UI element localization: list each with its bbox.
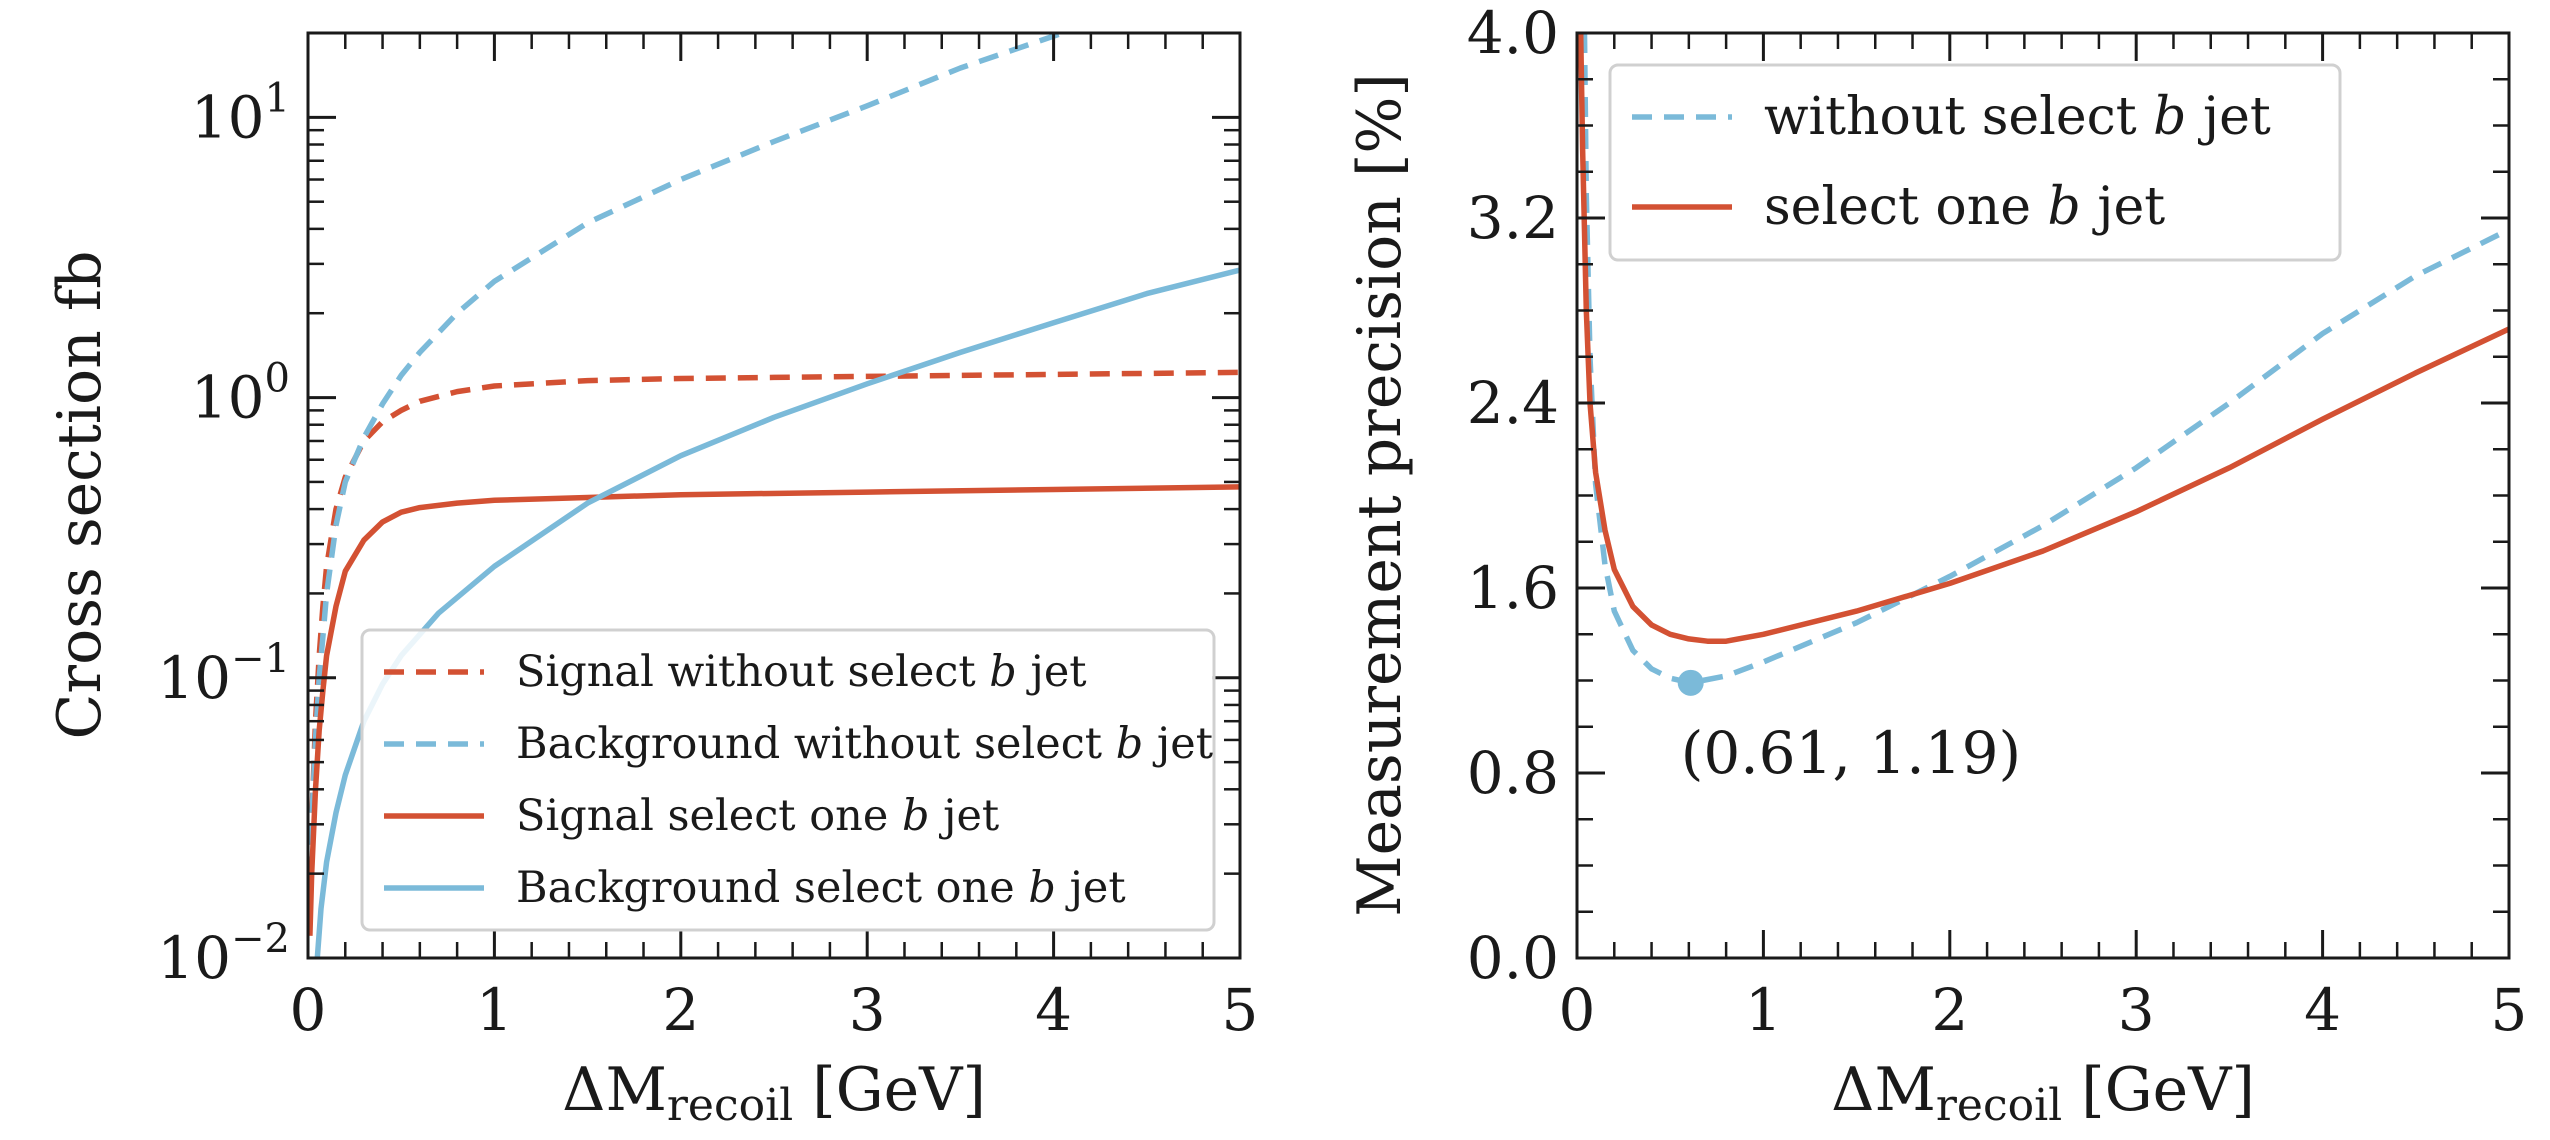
r-legend-label: without select b jet <box>1764 87 2271 147</box>
left-plot-frame <box>306 31 1242 960</box>
l-y-tick-label: 10−1 <box>157 636 290 712</box>
legend-label-part: jet <box>2186 87 2270 147</box>
l-series-line-1 <box>308 33 1064 909</box>
l-y-tick-label: 101 <box>191 75 290 151</box>
right-y-axis-label: Measurement precision [%] <box>1345 73 1415 917</box>
legend-label-part: without select <box>1764 87 2153 147</box>
r-x-tick-label: 0 <box>1559 976 1596 1044</box>
right-x-axis-label: ΔMrecoil [GeV] <box>1831 1055 2255 1131</box>
r-x-tick-label: 3 <box>2118 976 2155 1044</box>
legend-label-part: jet <box>1056 863 1126 913</box>
l-legend-label: Background without select b jet <box>516 719 1213 769</box>
legend-label-part: jet <box>1017 647 1087 697</box>
legend-label-part: b <box>902 791 930 841</box>
l-y-tick-label: 100 <box>191 356 290 432</box>
l-x-tick-label: 2 <box>662 976 699 1044</box>
legend-label-part: Background without select <box>516 719 1116 769</box>
r-x-tick-label: 5 <box>2491 976 2528 1044</box>
legend-label-part: jet <box>929 791 999 841</box>
legend-label-part: select one <box>1764 177 2048 237</box>
tick-base: 10 <box>191 364 265 432</box>
minimum-point-marker <box>1677 669 1704 696</box>
legend-label-part: Signal without select <box>516 647 989 697</box>
minimum-point-annotation: (0.61, 1.19) <box>1681 719 2021 787</box>
right-x-axis-label-sub: recoil <box>1936 1080 2062 1131</box>
tick-exponent: 0 <box>265 356 290 402</box>
l-legend-label: Background select one b jet <box>516 863 1126 913</box>
legend-label-part: Background select one <box>516 863 1028 913</box>
tick-exponent: −2 <box>231 916 290 962</box>
l-x-tick-label: 5 <box>1222 976 1259 1044</box>
legend-label-part: b <box>2153 87 2186 147</box>
left-x-axis-label-unit: [GeV] <box>793 1055 986 1125</box>
right-x-axis-label-unit: [GeV] <box>2062 1055 2255 1125</box>
tick-exponent: 1 <box>265 75 290 121</box>
r-y-tick-label: 0.0 <box>1467 924 1559 992</box>
legend-label-part: b <box>2048 177 2081 237</box>
right-ticks-group: 0 1 2 3 4 5 0.0 0.8 1.6 2.4 3.2 4.0 <box>1467 0 2528 1044</box>
r-legend-label: select one b jet <box>1764 177 2165 237</box>
l-legend-label: Signal select one b jet <box>516 791 999 841</box>
l-series-line-0 <box>308 369 1240 909</box>
l-legend-box <box>360 628 1216 932</box>
tick-base: 10 <box>157 924 231 992</box>
right-series-group <box>1577 33 2509 696</box>
right-chart: 0 1 2 3 4 5 0.0 0.8 1.6 2.4 3.2 4.0 without select … <box>1345 0 2527 1131</box>
r-legend-box <box>1608 63 2342 262</box>
legend-label-part: Signal select one <box>516 791 902 841</box>
left-x-axis-label-sub: recoil <box>667 1080 793 1131</box>
legend-label-part: jet <box>2081 177 2165 237</box>
r-y-tick-label: 1.6 <box>1467 554 1559 622</box>
left-x-axis-label-main: ΔM <box>562 1055 667 1125</box>
l-series-line-3 <box>314 267 1240 958</box>
l-x-tick-label: 4 <box>1035 976 1072 1044</box>
r-series-line-1 <box>1577 33 2509 644</box>
r-y-tick-label: 2.4 <box>1467 369 1559 437</box>
l-x-tick-label: 0 <box>290 976 327 1044</box>
l-y-tick-label: 10−2 <box>157 916 290 992</box>
left-series-group <box>308 33 1240 958</box>
r-x-tick-label: 2 <box>1931 976 1968 1044</box>
tick-base: 10 <box>191 83 265 151</box>
r-x-tick-label: 4 <box>2304 976 2341 1044</box>
legend-label-part: b <box>1028 863 1056 913</box>
right-plot-frame <box>1575 31 2511 960</box>
l-legend-label: Signal without select b jet <box>516 647 1087 697</box>
l-x-tick-label: 1 <box>476 976 513 1044</box>
r-y-tick-label: 0.8 <box>1467 739 1559 807</box>
legend-label-part: jet <box>1143 719 1213 769</box>
right-x-axis-label-main: ΔM <box>1831 1055 1936 1125</box>
legend-label-part: b <box>1116 719 1144 769</box>
l-series-line-2 <box>308 484 1240 936</box>
left-x-axis-label: ΔMrecoil [GeV] <box>562 1055 986 1131</box>
left-y-axis-label: Cross section fb <box>45 250 115 739</box>
r-y-tick-label: 3.2 <box>1467 184 1559 252</box>
tick-exponent: −1 <box>231 636 290 682</box>
r-x-tick-label: 1 <box>1745 976 1782 1044</box>
l-x-tick-label: 3 <box>849 976 886 1044</box>
r-y-tick-label: 4.0 <box>1467 0 1559 67</box>
legend-label-part: b <box>989 647 1017 697</box>
tick-base: 10 <box>157 644 231 712</box>
